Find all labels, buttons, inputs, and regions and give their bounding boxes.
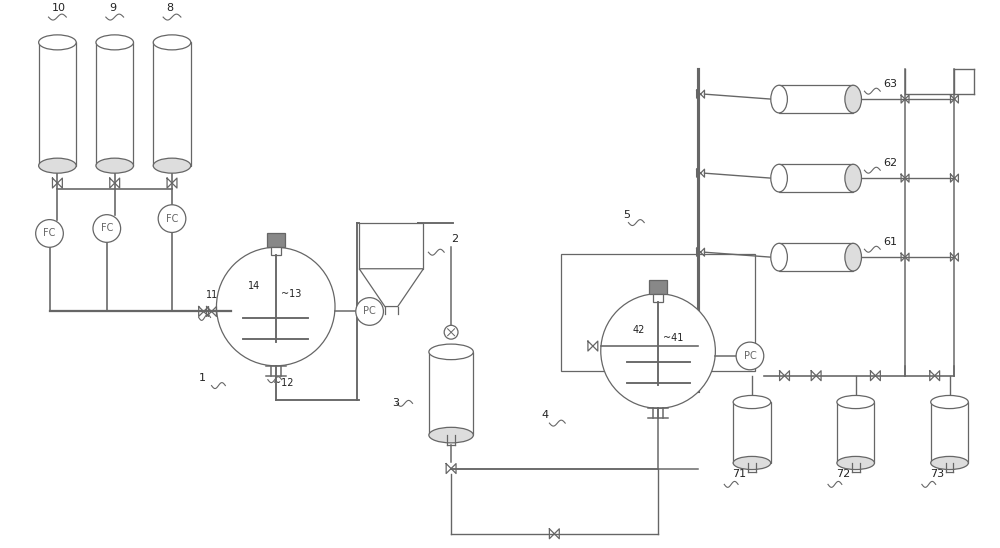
Bar (931, 402, 968, 463)
Circle shape (216, 247, 335, 366)
Bar (779, 164, 853, 192)
Text: ~12: ~12 (273, 378, 293, 387)
Text: 4: 4 (541, 410, 549, 420)
Text: 62: 62 (883, 158, 897, 168)
Circle shape (36, 220, 63, 247)
Text: 73: 73 (930, 470, 944, 480)
Ellipse shape (96, 35, 133, 50)
Ellipse shape (429, 427, 473, 443)
Text: FC: FC (43, 229, 56, 238)
Text: 72: 72 (836, 470, 850, 480)
Text: FC: FC (166, 214, 178, 224)
Circle shape (158, 205, 186, 232)
Polygon shape (359, 269, 423, 306)
Ellipse shape (931, 456, 968, 470)
Text: ~41: ~41 (663, 333, 683, 343)
Bar (649, 280, 667, 294)
Text: 61: 61 (883, 237, 897, 247)
Text: FC: FC (101, 224, 113, 233)
Bar (267, 233, 285, 247)
Ellipse shape (771, 85, 787, 113)
Ellipse shape (733, 396, 771, 409)
Bar (96, 42, 133, 165)
Text: PC: PC (363, 306, 376, 317)
Text: 1: 1 (199, 373, 206, 383)
Text: 2: 2 (451, 235, 458, 244)
Text: ~13: ~13 (281, 289, 301, 299)
Bar (561, 254, 755, 371)
Ellipse shape (39, 35, 76, 50)
Ellipse shape (153, 35, 191, 50)
Circle shape (444, 326, 458, 339)
Bar (359, 222, 423, 269)
Ellipse shape (837, 396, 874, 409)
Ellipse shape (733, 456, 771, 470)
Bar (837, 402, 874, 463)
Bar (779, 85, 853, 113)
Ellipse shape (429, 344, 473, 359)
Bar (271, 247, 281, 255)
Text: PC: PC (744, 351, 756, 361)
Text: 14: 14 (248, 281, 260, 291)
Text: 42: 42 (632, 325, 645, 335)
Ellipse shape (771, 164, 787, 192)
Bar (653, 294, 663, 301)
Bar (39, 42, 76, 165)
Ellipse shape (96, 158, 133, 173)
Ellipse shape (931, 396, 968, 409)
Ellipse shape (771, 243, 787, 271)
Bar (153, 42, 191, 165)
Ellipse shape (837, 456, 874, 470)
Circle shape (736, 342, 764, 370)
Text: 10: 10 (51, 3, 65, 13)
Text: 9: 9 (109, 3, 116, 13)
Text: 5: 5 (623, 210, 630, 220)
Text: 8: 8 (166, 3, 173, 13)
Circle shape (356, 298, 383, 326)
Ellipse shape (845, 243, 861, 271)
Circle shape (93, 215, 121, 242)
Text: 3: 3 (392, 398, 399, 408)
Ellipse shape (845, 164, 861, 192)
Bar (779, 243, 853, 271)
Text: 71: 71 (732, 470, 746, 480)
Ellipse shape (845, 85, 861, 113)
Bar (733, 402, 771, 463)
Ellipse shape (153, 158, 191, 173)
Circle shape (601, 294, 715, 408)
Bar (429, 352, 473, 435)
Ellipse shape (39, 158, 76, 173)
Text: 11: 11 (206, 290, 218, 300)
Text: 63: 63 (883, 79, 897, 89)
